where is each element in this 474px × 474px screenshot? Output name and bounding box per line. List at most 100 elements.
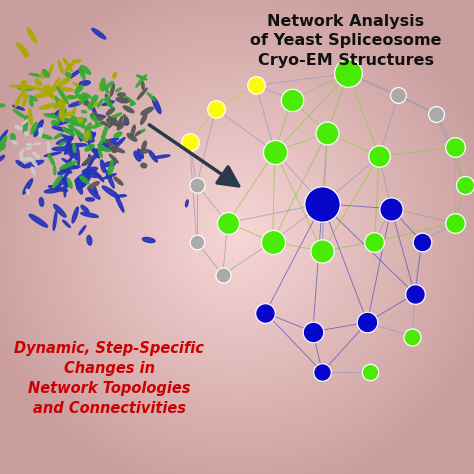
- Ellipse shape: [106, 108, 115, 115]
- Ellipse shape: [92, 28, 106, 39]
- Point: [451, 219, 459, 227]
- Ellipse shape: [69, 152, 76, 157]
- Ellipse shape: [108, 164, 114, 174]
- Ellipse shape: [89, 132, 94, 138]
- Ellipse shape: [31, 123, 37, 134]
- Ellipse shape: [87, 159, 93, 170]
- Ellipse shape: [76, 118, 82, 122]
- Point: [319, 368, 326, 376]
- Point: [224, 219, 231, 227]
- Ellipse shape: [109, 116, 112, 120]
- Point: [271, 148, 279, 155]
- Ellipse shape: [34, 143, 41, 145]
- Ellipse shape: [152, 97, 161, 113]
- Ellipse shape: [86, 138, 93, 141]
- Ellipse shape: [70, 121, 75, 128]
- Ellipse shape: [79, 81, 91, 85]
- Ellipse shape: [79, 97, 89, 104]
- Ellipse shape: [38, 89, 55, 96]
- Ellipse shape: [134, 151, 141, 161]
- Ellipse shape: [85, 130, 90, 141]
- Ellipse shape: [51, 120, 56, 125]
- Ellipse shape: [27, 144, 32, 146]
- Point: [411, 290, 419, 298]
- Ellipse shape: [73, 82, 82, 89]
- Ellipse shape: [106, 170, 114, 188]
- Ellipse shape: [23, 46, 26, 57]
- Point: [219, 271, 227, 279]
- Ellipse shape: [45, 189, 61, 193]
- Ellipse shape: [99, 146, 110, 152]
- Ellipse shape: [147, 92, 155, 101]
- Ellipse shape: [123, 106, 134, 113]
- Ellipse shape: [112, 146, 118, 152]
- Ellipse shape: [141, 107, 153, 115]
- Ellipse shape: [142, 237, 155, 243]
- Ellipse shape: [63, 58, 73, 72]
- Ellipse shape: [106, 140, 112, 145]
- Ellipse shape: [53, 175, 62, 188]
- Ellipse shape: [86, 138, 94, 142]
- Ellipse shape: [21, 82, 26, 98]
- Ellipse shape: [137, 75, 147, 80]
- Ellipse shape: [81, 212, 98, 218]
- Ellipse shape: [127, 134, 137, 141]
- Ellipse shape: [124, 117, 128, 125]
- Ellipse shape: [65, 134, 73, 153]
- Ellipse shape: [104, 142, 117, 146]
- Ellipse shape: [52, 147, 72, 151]
- Ellipse shape: [75, 169, 93, 182]
- Ellipse shape: [113, 73, 116, 78]
- Ellipse shape: [13, 109, 26, 118]
- Ellipse shape: [185, 200, 188, 207]
- Ellipse shape: [101, 122, 109, 126]
- Point: [451, 143, 459, 151]
- Ellipse shape: [56, 118, 60, 125]
- Point: [186, 138, 193, 146]
- Ellipse shape: [29, 214, 47, 227]
- Point: [371, 238, 378, 246]
- Text: Network Analysis
of Yeast Spliceosome
Cryo-EM Structures: Network Analysis of Yeast Spliceosome Cr…: [250, 14, 442, 68]
- Ellipse shape: [61, 135, 73, 139]
- Ellipse shape: [53, 211, 57, 230]
- Ellipse shape: [82, 93, 91, 98]
- Ellipse shape: [44, 114, 58, 118]
- Ellipse shape: [91, 113, 97, 117]
- Ellipse shape: [137, 88, 147, 100]
- Ellipse shape: [0, 136, 7, 152]
- Ellipse shape: [9, 85, 27, 88]
- Ellipse shape: [109, 155, 118, 163]
- Ellipse shape: [90, 101, 98, 108]
- Ellipse shape: [65, 62, 74, 72]
- Ellipse shape: [121, 98, 127, 103]
- Ellipse shape: [98, 148, 102, 157]
- Point: [345, 70, 352, 77]
- Ellipse shape: [65, 73, 71, 77]
- Ellipse shape: [73, 60, 81, 63]
- Point: [432, 110, 440, 118]
- Ellipse shape: [141, 114, 147, 124]
- Ellipse shape: [82, 167, 98, 173]
- Ellipse shape: [73, 108, 76, 113]
- Ellipse shape: [138, 129, 145, 134]
- Ellipse shape: [131, 125, 135, 136]
- Ellipse shape: [79, 97, 85, 101]
- Ellipse shape: [54, 133, 62, 139]
- Ellipse shape: [114, 177, 123, 185]
- Ellipse shape: [75, 180, 82, 194]
- Ellipse shape: [59, 101, 65, 117]
- Ellipse shape: [111, 118, 119, 126]
- Ellipse shape: [47, 141, 49, 146]
- Point: [252, 82, 260, 89]
- Ellipse shape: [101, 82, 109, 93]
- Ellipse shape: [23, 179, 33, 194]
- Ellipse shape: [24, 115, 28, 134]
- Ellipse shape: [29, 73, 46, 78]
- Ellipse shape: [154, 155, 170, 158]
- Ellipse shape: [115, 193, 124, 212]
- Point: [323, 129, 331, 137]
- Ellipse shape: [95, 146, 109, 151]
- Ellipse shape: [81, 175, 90, 188]
- Ellipse shape: [98, 138, 118, 146]
- Ellipse shape: [77, 176, 82, 187]
